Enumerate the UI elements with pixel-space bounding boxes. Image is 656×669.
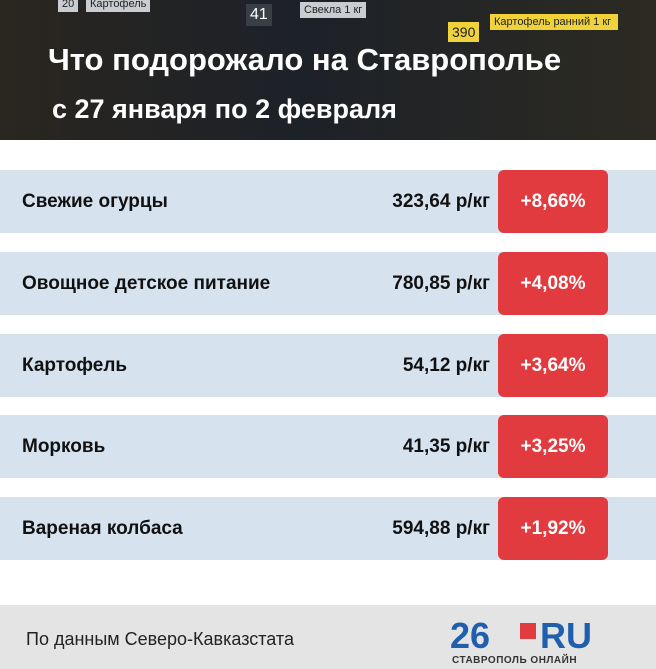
price: 41,35 р/кг (402, 436, 490, 457)
logo-square (520, 623, 536, 639)
change-badge: +8,66% (498, 170, 608, 233)
change-badge: +3,64% (498, 334, 608, 397)
change-badge: +4,08% (498, 252, 608, 315)
photo-label: Картофель ранний 1 кг (490, 14, 618, 30)
change-badge: +3,25% (498, 415, 608, 478)
photo-label: 41 (246, 4, 272, 26)
product-name: Морковь (22, 436, 106, 457)
photo-label: Картофель (86, 0, 151, 12)
subtitle: с 27 января по 2 февраля (52, 94, 397, 124)
price: 323,64 р/кг (392, 191, 490, 212)
photo-label: 20 (58, 0, 79, 12)
product-name: Картофель (22, 355, 128, 376)
change-badge: +1,92% (498, 497, 608, 560)
table-row: Картофель 54,12 р/кг +3,64% (0, 334, 656, 397)
table-row: Свежие огурцы 323,64 р/кг +8,66% (0, 170, 656, 233)
table-row: Вареная колбаса 594,88 р/кг +1,92% (0, 497, 656, 560)
product-name: Свежие огурцы (22, 191, 168, 212)
logo-domain: RU (540, 615, 592, 656)
product-name: Овощное детское питание (22, 273, 271, 294)
logo-tagline: СТАВРОПОЛЬ ОНЛАЙН (452, 655, 578, 666)
price: 780,85 р/кг (392, 273, 490, 294)
table-row: Овощное детское питание 780,85 р/кг +4,08% (0, 252, 656, 315)
table-row: Морковь 41,35 р/кг +3,25% (0, 415, 656, 478)
source: По данным Северо-Кавказстата (26, 629, 294, 649)
product-name: Вареная колбаса (22, 518, 183, 539)
title: Что подорожало на Ставрополье (48, 42, 562, 77)
price: 594,88 р/кг (392, 518, 490, 539)
photo-label: 390 (448, 22, 480, 42)
logo-number: 26 (450, 615, 491, 656)
footer: По данным Северо-Кавказстата 26 RU СТАВР… (0, 605, 656, 669)
photo-label: Свекла 1 кг (300, 2, 367, 18)
header: 20 Картофель 41 Свекла 1 кг 390 Картофел… (0, 0, 656, 140)
price: 54,12 р/кг (402, 355, 490, 376)
